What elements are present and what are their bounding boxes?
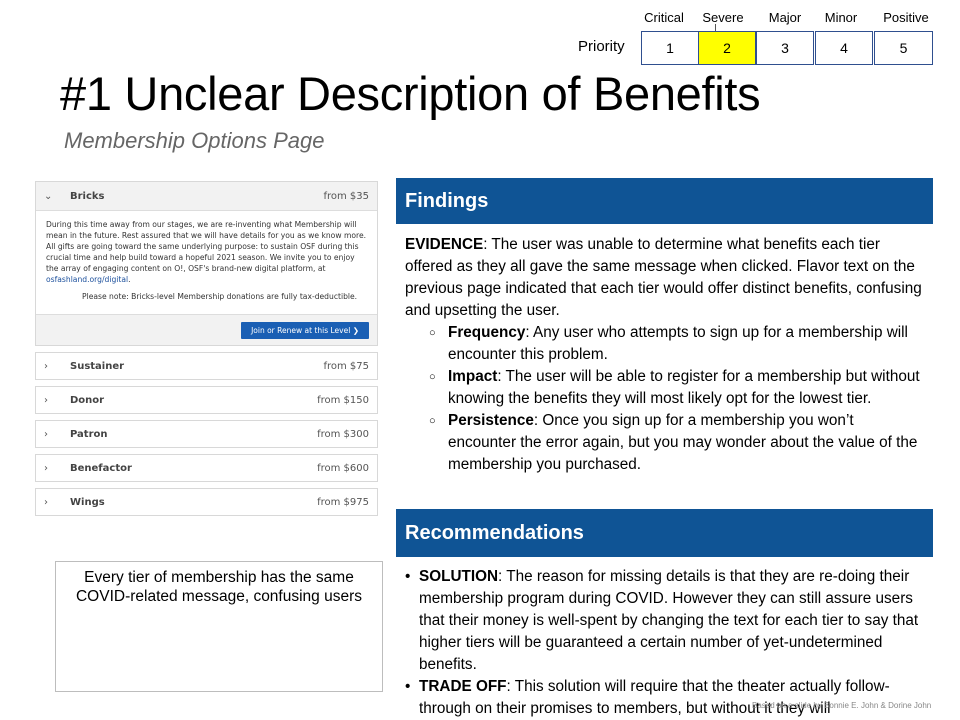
slide-subtitle: Membership Options Page — [64, 128, 325, 153]
priority-box-3: 3 — [756, 31, 814, 65]
priority-label: Priority — [578, 38, 625, 55]
recommendations-heading: Recommendations — [396, 509, 933, 557]
tier-item-wings[interactable]: › Wings from $975 — [35, 488, 378, 516]
tier-price: from $150 — [317, 394, 369, 406]
recommendation-text: : The reason for missing details is that… — [419, 568, 919, 673]
tier-price: from $975 — [317, 496, 369, 508]
tier-name: Patron — [70, 428, 108, 440]
finding-label: Frequency — [448, 324, 526, 341]
recommendation-label: SOLUTION — [419, 568, 499, 585]
bullet-icon: • — [405, 568, 411, 585]
tier-accordion-open: ⌄ Bricks from $35 During this time away … — [35, 181, 378, 346]
tier-item-benefactor[interactable]: › Benefactor from $600 — [35, 454, 378, 482]
recommendation-solution: • SOLUTION: The reason for missing detail… — [405, 566, 930, 676]
finding-item-impact: ○ Impact: The user will be able to regist… — [405, 366, 925, 410]
tier-item-donor[interactable]: › Donor from $150 — [35, 386, 378, 414]
recommendation-text: : This solution will require that the th… — [419, 678, 890, 717]
tier-footer: Join or Renew at this Level ❯ — [36, 315, 377, 345]
priority-level-minor: Minor — [824, 10, 858, 25]
tier-name: Bricks — [70, 190, 105, 202]
finding-item-persistence: ○ Persistence: Once you sign up for a mem… — [405, 410, 925, 476]
chevron-right-icon: › — [44, 360, 48, 372]
footer-credit: Based on a slide by Bonnie E. John & Dor… — [752, 701, 932, 710]
finding-item-frequency: ○ Frequency: Any user who attempts to sig… — [405, 322, 925, 366]
tier-name: Wings — [70, 496, 105, 508]
priority-level-positive: Positive — [883, 10, 929, 25]
circle-bullet-icon: ○ — [429, 371, 436, 383]
digital-link[interactable]: osfashland.org/digital — [46, 275, 129, 284]
finding-text: : The user will be able to register for … — [448, 368, 920, 407]
priority-level-major: Major — [768, 10, 802, 25]
circle-bullet-icon: ○ — [429, 415, 436, 427]
chevron-right-icon: › — [44, 496, 48, 508]
chevron-right-icon: › — [44, 428, 48, 440]
finding-text: : Any user who attempts to sign up for a… — [448, 324, 908, 363]
evidence-label: EVIDENCE — [405, 236, 484, 253]
recommendations-list: • SOLUTION: The reason for missing detail… — [405, 566, 930, 720]
evidence-text: : The user was unable to determine what … — [405, 236, 922, 319]
tier-item-sustainer[interactable]: › Sustainer from $75 — [35, 352, 378, 380]
priority-box-2-selected: 2 — [698, 31, 756, 65]
recommendation-label: TRADE OFF — [419, 678, 507, 695]
tier-price: from $75 — [323, 360, 369, 372]
finding-label: Impact — [448, 368, 498, 385]
recommendation-tradeoff: • TRADE OFF: This solution will require t… — [405, 676, 930, 720]
tier-name: Benefactor — [70, 462, 132, 474]
priority-tick — [715, 24, 716, 32]
tax-note: Please note: Bricks-level Membership don… — [82, 292, 358, 301]
priority-level-severe: Severe — [702, 10, 744, 25]
findings-list: ○ Frequency: Any user who attempts to sig… — [405, 322, 925, 476]
bullet-icon: • — [405, 678, 411, 695]
tier-body-text: During this time away from our stages, w… — [46, 220, 367, 273]
priority-box-1: 1 — [641, 31, 699, 65]
tier-name: Sustainer — [70, 360, 125, 372]
screenshot-caption: Every tier of membership has the same CO… — [55, 561, 383, 692]
circle-bullet-icon: ○ — [429, 327, 436, 339]
tier-body-end: . — [128, 275, 131, 284]
slide-title: #1 Unclear Description of Benefits — [60, 67, 761, 120]
chevron-down-icon: ⌄ — [44, 190, 53, 202]
chevron-right-icon: › — [44, 462, 48, 474]
membership-screenshot: ⌄ Bricks from $35 During this time away … — [35, 181, 378, 516]
priority-level-critical: Critical — [644, 10, 684, 25]
tier-price: from $300 — [317, 428, 369, 440]
join-renew-button[interactable]: Join or Renew at this Level ❯ — [241, 321, 369, 339]
tier-header-bricks[interactable]: ⌄ Bricks from $35 — [36, 182, 377, 210]
tier-description: During this time away from our stages, w… — [36, 210, 377, 315]
chevron-right-icon: › — [44, 394, 48, 406]
findings-heading: Findings — [396, 178, 933, 224]
tier-price: from $35 — [323, 190, 369, 202]
finding-text: : Once you sign up for a membership you … — [448, 412, 918, 473]
tier-price: from $600 — [317, 462, 369, 474]
priority-box-5: 5 — [874, 31, 933, 65]
join-renew-label: Join or Renew at this Level — [251, 325, 351, 335]
chevron-right-icon: ❯ — [352, 325, 359, 335]
evidence-paragraph: EVIDENCE: The user was unable to determi… — [405, 234, 925, 322]
tier-item-patron[interactable]: › Patron from $300 — [35, 420, 378, 448]
finding-label: Persistence — [448, 412, 534, 429]
tier-name: Donor — [70, 394, 105, 406]
recommendations-body: • SOLUTION: The reason for missing detail… — [405, 566, 930, 720]
priority-box-4: 4 — [815, 31, 873, 65]
findings-body: EVIDENCE: The user was unable to determi… — [405, 234, 925, 476]
